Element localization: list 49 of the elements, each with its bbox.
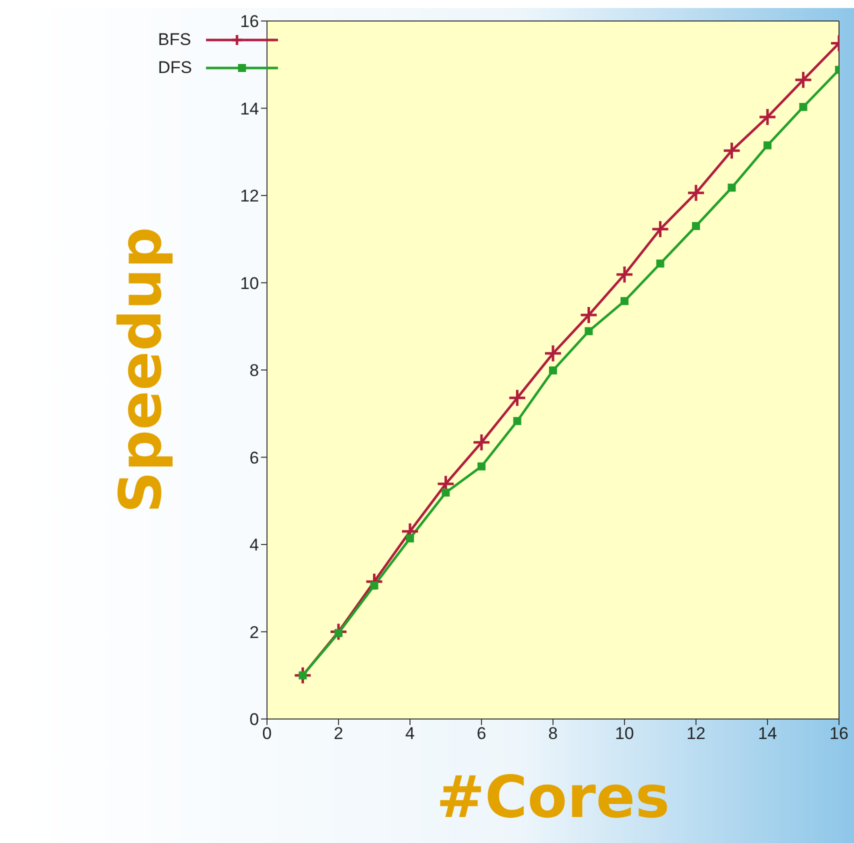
point: [615, 265, 634, 284]
x-tick-label: 16: [830, 724, 848, 744]
point: [584, 327, 593, 336]
y-tick-label: 10: [240, 274, 259, 293]
x-tick-label: 4: [405, 724, 415, 744]
x-tick-label: 8: [548, 724, 558, 744]
x-tick-label: 6: [476, 724, 486, 744]
point: [298, 671, 307, 680]
point: [334, 629, 342, 638]
point: [513, 417, 522, 426]
x-tick-label: 2: [334, 724, 344, 744]
point: [799, 102, 808, 111]
point: [651, 220, 670, 238]
y-tick-label: 12: [240, 186, 259, 206]
legend-label: DFS: [158, 58, 193, 78]
y-tick-label: 8: [250, 361, 259, 380]
y-tick-label: 14: [240, 99, 259, 118]
point: [580, 306, 598, 324]
point: [370, 582, 378, 590]
y-tick-label: 6: [250, 448, 259, 468]
point: [764, 141, 772, 150]
x-tick-label: 12: [686, 724, 706, 744]
point: [329, 622, 348, 641]
point: [508, 388, 526, 408]
point: [686, 184, 706, 202]
point: [478, 462, 486, 470]
point: [442, 488, 450, 497]
y-tick-label: 0: [250, 710, 259, 730]
point: [728, 184, 736, 192]
x-axis-title: #Cores: [436, 763, 670, 831]
y-axis-title: Speedup: [106, 226, 175, 514]
y-tick-label: 4: [250, 536, 259, 555]
x-tick-label: 0: [262, 724, 272, 744]
point: [692, 222, 700, 230]
y-tick-label: 16: [240, 12, 259, 32]
point: [656, 260, 664, 268]
point: [406, 534, 414, 542]
y-tick-label: 2: [250, 622, 259, 642]
point: [544, 344, 562, 363]
point: [794, 70, 812, 90]
point: [472, 433, 491, 452]
point: [722, 141, 741, 160]
x-tick-label: 14: [758, 724, 777, 744]
point: [620, 297, 628, 306]
legend-label: BFS: [158, 30, 192, 50]
point: [549, 366, 557, 374]
point: [294, 666, 312, 685]
point: [758, 108, 777, 126]
x-tick-label: 10: [615, 724, 634, 744]
